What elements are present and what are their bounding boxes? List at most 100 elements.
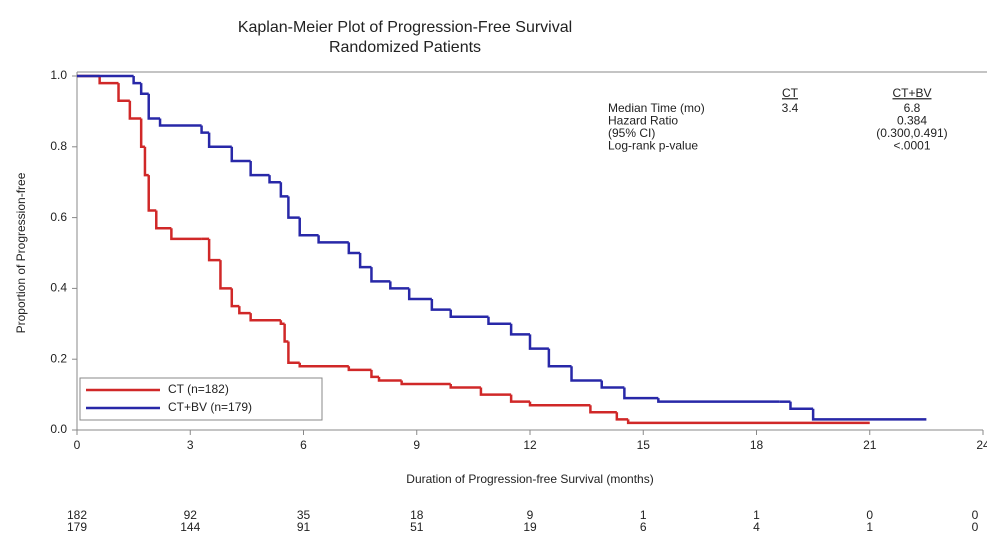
survival-step: [487, 316, 512, 326]
stats-label: Median Time (mo): [608, 101, 705, 115]
survival-step: [615, 412, 629, 421]
survival-step: [449, 309, 489, 318]
at-risk-count: 1: [866, 520, 873, 534]
y-tick-label: 0.0: [50, 422, 67, 436]
x-tick-label: 18: [750, 438, 764, 452]
survival-step: [400, 380, 451, 386]
x-tick-label: 3: [187, 438, 194, 452]
legend-label: CT+BV (n=179): [168, 400, 252, 414]
survival-step: [147, 93, 161, 120]
survival-step: [389, 281, 410, 290]
y-tick-label: 0.8: [50, 139, 67, 153]
at-risk-count: 19: [523, 520, 537, 534]
at-risk-count: 91: [297, 520, 311, 534]
stats-label: Log-rank p-value: [608, 139, 698, 153]
survival-step: [143, 146, 149, 177]
at-risk-count: 179: [67, 520, 87, 534]
survival-step: [358, 253, 372, 269]
survival-step: [528, 334, 549, 350]
y-tick-label: 0.2: [50, 351, 67, 365]
y-tick-label: 0.4: [50, 281, 67, 295]
survival-step: [370, 267, 391, 283]
survival-step: [98, 76, 119, 85]
survival-step: [407, 288, 432, 301]
survival-step: [207, 238, 221, 262]
x-tick-label: 9: [413, 438, 420, 452]
survival-step: [139, 118, 145, 149]
survival-step: [230, 288, 240, 308]
at-risk-count: 1: [640, 508, 647, 522]
at-risk-count: 4: [753, 520, 760, 534]
survival-step: [249, 160, 270, 177]
survival-step: [430, 299, 451, 311]
survival-step: [789, 401, 814, 411]
at-risk-count: 9: [527, 508, 534, 522]
survival-step: [449, 383, 481, 389]
legend-label: CT (n=182): [168, 382, 229, 396]
at-risk-count: 92: [184, 508, 198, 522]
chart-subtitle: Randomized Patients: [329, 39, 481, 56]
survival-step: [298, 362, 349, 368]
survival-step: [287, 196, 300, 219]
survival-step: [128, 100, 142, 120]
survival-step: [317, 235, 349, 244]
survival-step: [219, 260, 232, 290]
x-tick-label: 0: [74, 438, 81, 452]
y-tick-label: 1.0: [50, 68, 67, 82]
x-axis-label: Duration of Progression-free Survival (m…: [406, 472, 653, 486]
stats-value: 3.4: [782, 101, 799, 115]
survival-step: [132, 76, 142, 85]
survival-step: [238, 306, 251, 315]
survival-step: [347, 242, 361, 255]
stats-header: CT+BV: [892, 86, 931, 100]
legend-box: [79, 377, 323, 421]
survival-step: [117, 83, 130, 103]
survival-step: [347, 366, 372, 372]
survival-step: [158, 118, 202, 127]
survival-step: [528, 401, 591, 407]
survival-step: [139, 83, 149, 95]
x-tick-label: 21: [863, 438, 877, 452]
survival-step: [370, 369, 379, 379]
x-tick-label: 24: [976, 438, 987, 452]
survival-step: [207, 132, 232, 149]
at-risk-count: 35: [297, 508, 311, 522]
survival-step: [268, 175, 281, 184]
at-risk-count: 1: [753, 508, 760, 522]
survival-step: [657, 398, 780, 403]
at-risk-count: 6: [640, 520, 647, 534]
survival-step: [200, 125, 210, 134]
at-risk-count: 0: [972, 520, 979, 534]
survival-step: [147, 175, 157, 212]
stats-value: (0.300,0.491): [876, 126, 947, 140]
at-risk-count: 0: [866, 508, 873, 522]
at-risk-count: 144: [180, 520, 200, 534]
survival-step: [589, 405, 617, 414]
survival-step: [298, 217, 319, 237]
survival-step: [283, 323, 289, 343]
survival-step: [155, 210, 172, 230]
at-risk-count: 51: [410, 520, 424, 534]
at-risk-count: 18: [410, 508, 424, 522]
survival-step: [230, 146, 251, 163]
at-risk-count: 0: [972, 508, 979, 522]
survival-step: [377, 376, 402, 382]
stats-value: <.0001: [893, 139, 930, 153]
survival-step: [279, 182, 289, 198]
survival-step: [279, 320, 285, 326]
x-tick-label: 6: [300, 438, 307, 452]
x-tick-label: 12: [523, 438, 537, 452]
stats-value: 6.8: [904, 101, 921, 115]
survival-step: [509, 323, 530, 336]
survival-step: [287, 341, 300, 364]
stats-label: Hazard Ratio: [608, 114, 678, 128]
survival-step: [623, 387, 659, 400]
at-risk-count: 182: [67, 508, 87, 522]
survival-step: [626, 419, 870, 425]
survival-step: [547, 348, 572, 368]
stats-label: (95% CI): [608, 126, 655, 140]
survival-step: [570, 366, 602, 382]
y-tick-label: 0.6: [50, 210, 67, 224]
survival-step: [249, 313, 281, 322]
